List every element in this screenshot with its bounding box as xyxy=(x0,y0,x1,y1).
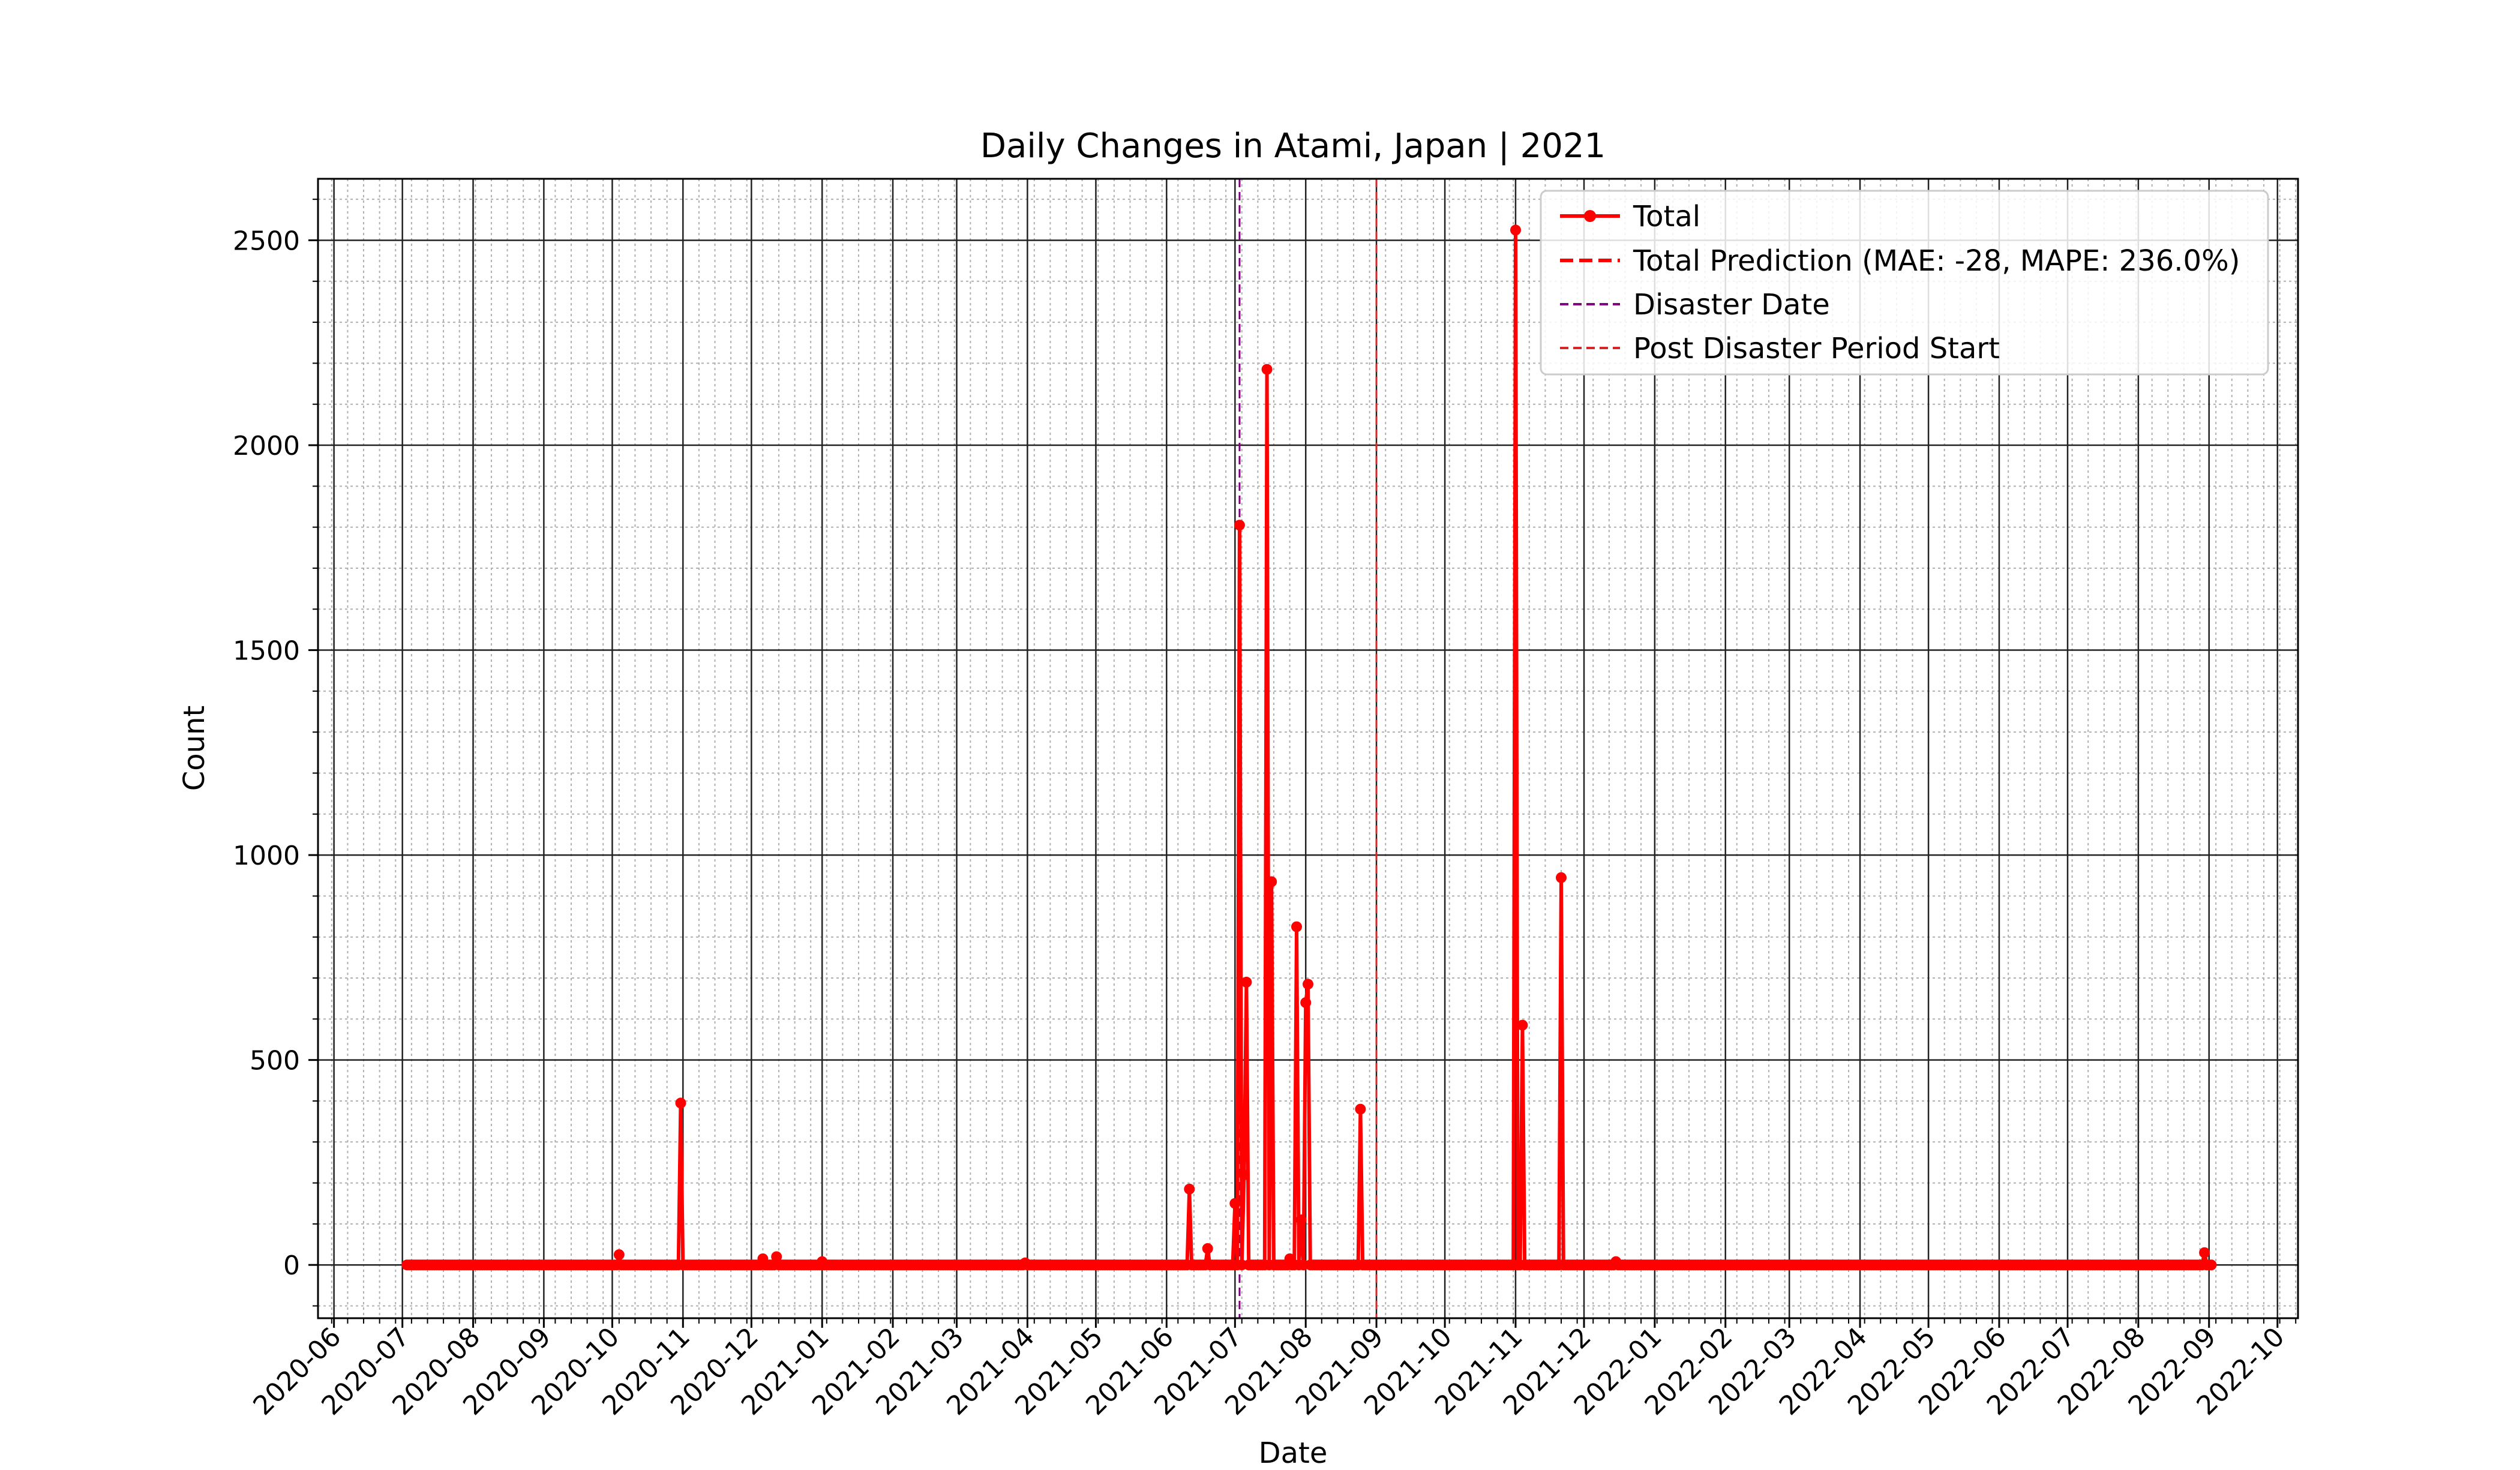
legend-label-post: Post Disaster Period Start xyxy=(1633,332,2000,365)
data-point xyxy=(1295,1214,1307,1226)
data-point xyxy=(2206,1259,2217,1271)
data-point xyxy=(1238,1169,1250,1180)
data-point xyxy=(613,1249,625,1261)
series-total xyxy=(401,224,2217,1271)
chart-title: Daily Changes in Atami, Japan | 2021 xyxy=(980,127,1606,166)
data-point xyxy=(2199,1247,2210,1258)
data-point xyxy=(1202,1243,1213,1254)
y-tick-label: 500 xyxy=(250,1046,300,1076)
y-axis-label: Count xyxy=(178,706,211,791)
data-point xyxy=(1510,224,1521,236)
legend-label-total: Total xyxy=(1633,200,1700,233)
y-tick-label: 2500 xyxy=(233,226,300,256)
x-axis-label: Date xyxy=(1259,1436,1328,1470)
legend-label-disaster: Disaster Date xyxy=(1633,288,1830,322)
data-point xyxy=(1556,872,1567,883)
data-point xyxy=(1355,1103,1366,1115)
legend-label-prediction: Total Prediction (MAE: -28, MAPE: 236.0%… xyxy=(1633,244,2240,278)
data-point xyxy=(1303,979,1313,990)
data-point xyxy=(1261,364,1273,375)
y-tick-label: 1000 xyxy=(233,841,300,871)
data-point xyxy=(1184,1183,1195,1195)
y-tick-label: 1500 xyxy=(233,636,300,667)
legend-box xyxy=(1540,190,2269,376)
data-point xyxy=(675,1097,686,1109)
legend: Total Total Prediction (MAE: -28, MAPE: … xyxy=(1540,190,2269,376)
data-point xyxy=(771,1251,782,1262)
data-point xyxy=(1241,976,1252,988)
data-point xyxy=(1300,997,1312,1008)
data-point xyxy=(1517,1019,1528,1031)
y-tick-label: 0 xyxy=(283,1250,300,1281)
y-tick-label: 2000 xyxy=(233,431,300,461)
data-point xyxy=(1229,1198,1241,1209)
plot-frame xyxy=(317,178,2299,1319)
data-point xyxy=(1291,921,1302,932)
y-axis-ticks: 0 500 1000 1500 2000 2500 xyxy=(233,199,318,1307)
data-point xyxy=(1234,520,1245,531)
legend-marker-total xyxy=(1584,210,1596,222)
data-point xyxy=(1266,876,1277,887)
